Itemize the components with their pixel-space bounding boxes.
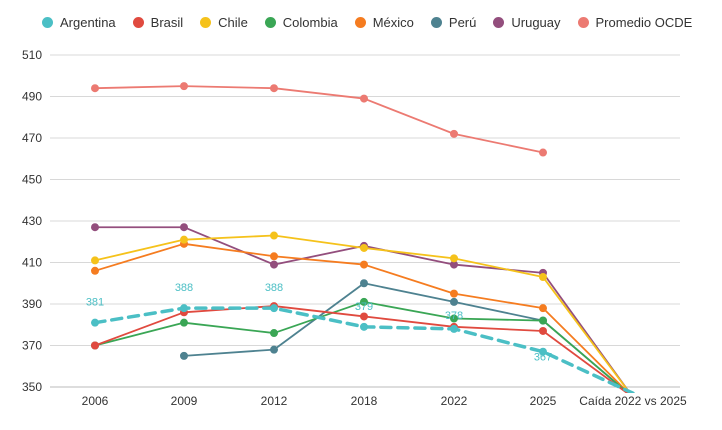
data-point <box>91 266 99 275</box>
data-label: 388 <box>265 282 283 294</box>
legend-label: México <box>372 15 414 30</box>
legend-label: Colombia <box>282 15 338 30</box>
data-point <box>360 243 368 252</box>
data-point <box>450 260 458 269</box>
legend-swatch <box>132 17 144 28</box>
legend-swatch <box>264 17 276 28</box>
legend-swatch <box>354 17 366 28</box>
legend-item[interactable]: Chile <box>200 15 248 30</box>
series-promedio-ocde <box>91 82 547 157</box>
data-point <box>91 256 99 265</box>
data-point <box>180 351 188 360</box>
data-point <box>91 84 99 93</box>
y-tick-label: 490 <box>22 90 42 104</box>
legend-swatch <box>42 17 53 28</box>
data-point <box>270 329 278 338</box>
data-point <box>360 94 368 103</box>
series-colombia <box>91 297 630 393</box>
data-point <box>360 297 368 306</box>
data-point <box>450 297 458 306</box>
legend-label: Uruguay <box>511 15 561 30</box>
legend-item[interactable]: México <box>354 15 414 30</box>
legend-swatch <box>200 17 212 28</box>
series-line <box>93 306 635 393</box>
data-point <box>539 304 547 313</box>
data-point <box>180 318 188 327</box>
y-tick-label: 470 <box>22 131 42 145</box>
series-chile <box>91 231 631 393</box>
series-line <box>94 85 544 154</box>
y-tick-label: 510 <box>22 48 42 62</box>
data-point <box>539 316 547 325</box>
data-point <box>270 231 278 240</box>
data-point <box>91 341 99 350</box>
legend-item[interactable]: Perú <box>430 15 477 30</box>
data-point <box>450 324 458 333</box>
legend-item[interactable]: Argentina <box>42 15 116 30</box>
legend-item[interactable]: Colombia <box>264 15 338 30</box>
data-point <box>180 235 188 244</box>
legend-swatch <box>577 17 589 28</box>
y-tick-label: 450 <box>22 173 42 187</box>
x-tick-label: 2006 <box>82 394 109 408</box>
data-point <box>360 260 368 269</box>
data-point <box>270 304 278 313</box>
data-point <box>450 254 458 263</box>
legend-label: Promedio OCDE <box>595 15 693 30</box>
x-tick-label: 2025 <box>530 394 557 408</box>
x-tick-label: 2018 <box>351 394 378 408</box>
data-point <box>270 252 278 261</box>
data-point <box>450 129 458 138</box>
data-point <box>270 84 278 93</box>
data-label: 381 <box>86 297 104 309</box>
series-argentina <box>91 304 635 393</box>
legend-item[interactable]: Promedio OCDE <box>577 15 693 30</box>
data-label: 388 <box>175 282 193 294</box>
data-point <box>450 314 458 323</box>
data-point <box>539 273 547 282</box>
data-label: 379 <box>355 301 373 313</box>
x-tick-label: Caída 2022 vs 2025 <box>579 394 687 408</box>
x-tick-label: 2009 <box>171 394 198 408</box>
data-point <box>539 347 547 356</box>
legend-label: Brasil <box>150 15 184 30</box>
data-point <box>91 318 99 327</box>
data-point <box>539 148 547 157</box>
data-point <box>180 304 188 313</box>
legend: Argentina Brasil Chile Colombia México Perú Ur… <box>42 15 709 30</box>
data-label: 378 <box>445 310 463 322</box>
legend-swatch <box>493 17 505 28</box>
x-tick-label: 2012 <box>261 394 288 408</box>
y-tick-label: 410 <box>22 256 42 270</box>
data-point <box>539 326 547 335</box>
data-point <box>360 312 368 321</box>
y-tick-label: 390 <box>22 297 42 311</box>
legend-label: Perú <box>448 15 477 30</box>
data-point <box>91 223 99 232</box>
y-tick-label: 350 <box>22 380 42 394</box>
data-point <box>180 223 188 232</box>
legend-label: Argentina <box>60 15 116 30</box>
data-point <box>360 279 368 288</box>
legend-item[interactable]: Uruguay <box>493 15 561 30</box>
x-tick-label: 2022 <box>441 394 468 408</box>
data-label: 367 <box>534 352 552 364</box>
legend-swatch <box>430 17 442 28</box>
legend-label: Chile <box>218 15 248 30</box>
data-point <box>360 322 368 331</box>
data-point <box>180 82 188 91</box>
y-tick-label: 430 <box>22 214 42 228</box>
legend-item[interactable]: Brasil <box>132 15 184 30</box>
y-tick-label: 370 <box>22 339 42 353</box>
data-point <box>270 345 278 354</box>
data-point <box>450 289 458 298</box>
data-point <box>270 260 278 269</box>
